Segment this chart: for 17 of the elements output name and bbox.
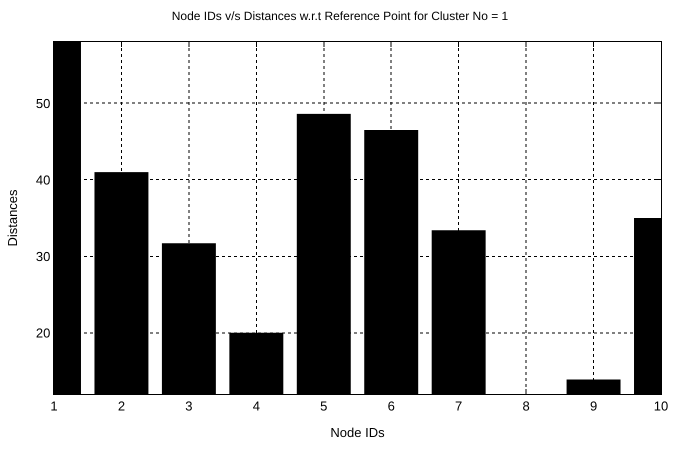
x-tick-label: 5	[320, 398, 328, 414]
x-tick-label: 6	[388, 398, 395, 414]
x-tick-label: 4	[252, 398, 260, 414]
x-tick-label: 7	[455, 398, 462, 414]
x-axis-title: Node IDs	[330, 425, 386, 440]
x-tick-label: 9	[590, 398, 598, 414]
y-axis-title: Distances	[4, 188, 20, 247]
x-tick-label: 3	[185, 398, 193, 414]
x-tick-label: 8	[522, 398, 530, 414]
x-tick-label: 2	[118, 398, 126, 414]
y-tick-label: 20	[36, 325, 50, 340]
y-tick-label: 40	[36, 172, 50, 188]
y-tick-label: 50	[36, 96, 50, 111]
y-tick-label: 30	[36, 248, 50, 264]
chart-title: Node IDs v/s Distances w.r.t Reference Point for Cluster No = 1	[172, 8, 509, 23]
x-tick-label: 1	[50, 398, 58, 414]
x-tick-label: 10	[654, 398, 668, 414]
